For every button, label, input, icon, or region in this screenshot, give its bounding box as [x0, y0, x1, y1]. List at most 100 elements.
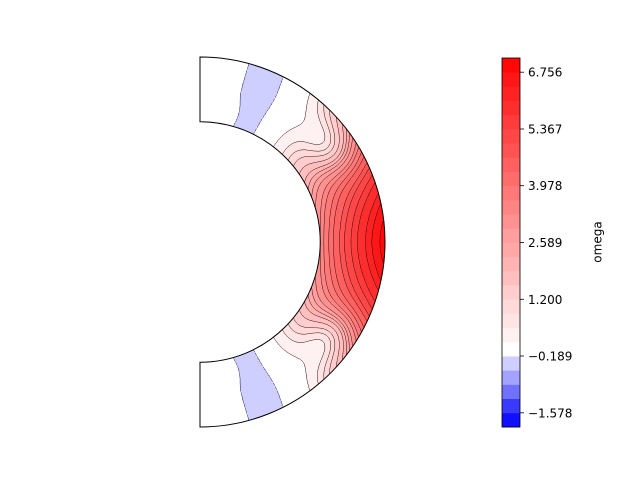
contour-cell [320, 273, 327, 276]
contour-cell [264, 141, 277, 144]
contour-cell [346, 143, 349, 146]
contour-cell [368, 217, 377, 220]
contour-cell [200, 87, 243, 90]
contour-cell [306, 149, 325, 152]
contour-cell [328, 231, 335, 234]
contour-cell [284, 325, 291, 328]
contour-cell [348, 271, 357, 274]
contour-cell [350, 205, 357, 208]
contour-cell [338, 309, 345, 312]
contour-cell [318, 293, 325, 296]
contour-cell [316, 309, 325, 312]
contour-cell [372, 251, 381, 254]
contour-cell [368, 221, 375, 224]
contour-cell [340, 197, 347, 200]
contour-cell [350, 317, 355, 320]
contour-cell [370, 269, 377, 272]
contour-cell [336, 207, 345, 210]
contour-cell [374, 255, 383, 258]
contour-cell [368, 193, 379, 196]
contour-cell [240, 371, 267, 374]
colorbar [501, 57, 521, 428]
contour-cell [272, 335, 287, 338]
contour-cell [360, 199, 367, 202]
contour-cell [326, 199, 333, 202]
contour-cell [374, 203, 381, 206]
contour-cell [312, 199, 317, 202]
contour-cell [242, 393, 279, 396]
contour-cell [346, 265, 355, 268]
contour-cell [358, 185, 367, 188]
contour-cell [366, 237, 373, 240]
contour-cell [320, 261, 325, 264]
contour-cell [312, 197, 317, 200]
contour-cell [342, 307, 349, 310]
contour-cell [200, 375, 241, 378]
contour-cell [320, 235, 325, 238]
contour-cell [350, 293, 357, 296]
contour-cell [358, 241, 367, 244]
contour-cell [276, 95, 311, 98]
contour-cell [364, 315, 371, 318]
contour-cell [366, 231, 373, 234]
contour-cell [294, 355, 323, 358]
contour-cell [310, 311, 321, 314]
contour-cell [354, 183, 361, 186]
contour-cell [328, 145, 335, 148]
contour-cell [294, 169, 303, 172]
contour-cell [356, 327, 361, 330]
contour-cell [344, 143, 347, 146]
contour-cell [320, 259, 325, 262]
contour-cell [326, 205, 333, 208]
contour-cell [324, 235, 329, 238]
contour-cell [364, 187, 373, 190]
contour-cell [200, 363, 237, 366]
contour-cell [240, 95, 277, 98]
contour-cell [306, 113, 319, 116]
contour-cell [378, 211, 385, 214]
contour-cell [340, 221, 347, 224]
contour-cell [252, 135, 283, 138]
contour-cell [334, 245, 341, 248]
contour-cell [322, 287, 329, 290]
contour-cell [346, 199, 353, 202]
contour-cell [360, 259, 369, 262]
contour-cell [324, 245, 329, 248]
contour-cell [366, 281, 375, 284]
contour-cell [350, 203, 359, 206]
contour-cell [346, 133, 351, 136]
contour-cell [358, 257, 369, 260]
contour-cell [356, 329, 361, 332]
contour-cell [254, 351, 287, 354]
contour-cell [328, 335, 333, 338]
contour-cell [364, 275, 373, 278]
contour-cell [352, 325, 355, 328]
contour-cell [306, 179, 311, 182]
contour-cell [200, 69, 249, 72]
contour-cell [238, 129, 257, 132]
contour-cell [234, 359, 261, 362]
contour-cell [372, 241, 381, 244]
contour-cell [344, 167, 349, 170]
contour-cell [334, 225, 341, 228]
contour-cell [346, 341, 349, 344]
contour-cell [352, 339, 357, 342]
contour-cell [358, 323, 363, 326]
contour-cell [282, 155, 291, 158]
contour-cell [350, 147, 355, 150]
contour-cell [324, 239, 329, 242]
contour-cell [340, 229, 347, 232]
contour-cell [294, 163, 311, 166]
contour-cell [200, 407, 247, 410]
contour-cell [354, 329, 357, 332]
contour-cell [324, 135, 331, 138]
contour-cell [324, 291, 329, 294]
contour-cell [346, 329, 351, 332]
contour-cell [248, 67, 269, 70]
contour-cell [352, 261, 361, 264]
contour-cell [318, 371, 325, 374]
contour-cell [324, 343, 331, 346]
contour-cell [318, 191, 325, 194]
contour-cell [352, 255, 359, 258]
contour-cell [320, 213, 325, 216]
